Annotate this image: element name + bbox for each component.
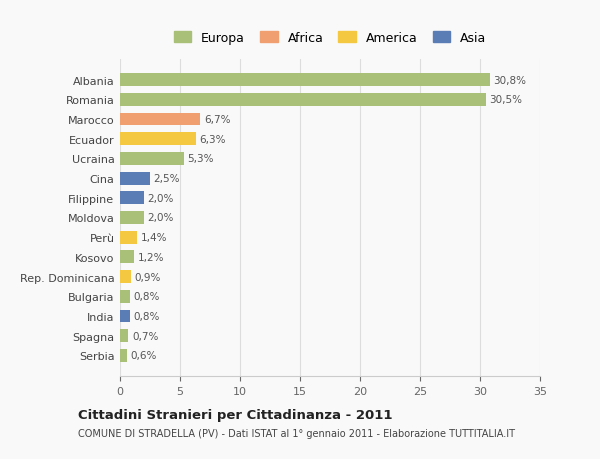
- Text: 0,8%: 0,8%: [133, 291, 160, 302]
- Bar: [120, 113, 200, 126]
- Text: 0,9%: 0,9%: [134, 272, 161, 282]
- Text: 0,6%: 0,6%: [131, 351, 157, 361]
- Text: 30,5%: 30,5%: [490, 95, 523, 105]
- Bar: [120, 290, 130, 303]
- Bar: [120, 271, 131, 283]
- Bar: [120, 94, 486, 106]
- Bar: [120, 349, 127, 362]
- Text: 1,2%: 1,2%: [138, 252, 164, 263]
- Text: 2,0%: 2,0%: [148, 213, 174, 223]
- Text: COMUNE DI STRADELLA (PV) - Dati ISTAT al 1° gennaio 2011 - Elaborazione TUTTITAL: COMUNE DI STRADELLA (PV) - Dati ISTAT al…: [78, 428, 515, 438]
- Bar: [120, 172, 150, 185]
- Text: 2,5%: 2,5%: [154, 174, 180, 184]
- Text: 6,3%: 6,3%: [199, 134, 226, 145]
- Text: 6,7%: 6,7%: [204, 115, 230, 125]
- Text: 30,8%: 30,8%: [493, 75, 526, 85]
- Text: Cittadini Stranieri per Cittadinanza - 2011: Cittadini Stranieri per Cittadinanza - 2…: [78, 408, 392, 421]
- Text: 2,0%: 2,0%: [148, 193, 174, 203]
- Text: 1,4%: 1,4%: [140, 233, 167, 243]
- Bar: [120, 310, 130, 323]
- Legend: Europa, Africa, America, Asia: Europa, Africa, America, Asia: [170, 28, 490, 48]
- Bar: [120, 153, 184, 165]
- Bar: [120, 251, 134, 264]
- Bar: [120, 133, 196, 146]
- Bar: [120, 192, 144, 205]
- Bar: [120, 330, 128, 342]
- Bar: [120, 212, 144, 224]
- Text: 0,7%: 0,7%: [132, 331, 158, 341]
- Bar: [120, 231, 137, 244]
- Bar: [120, 74, 490, 87]
- Text: 0,8%: 0,8%: [133, 311, 160, 321]
- Text: 5,3%: 5,3%: [187, 154, 214, 164]
